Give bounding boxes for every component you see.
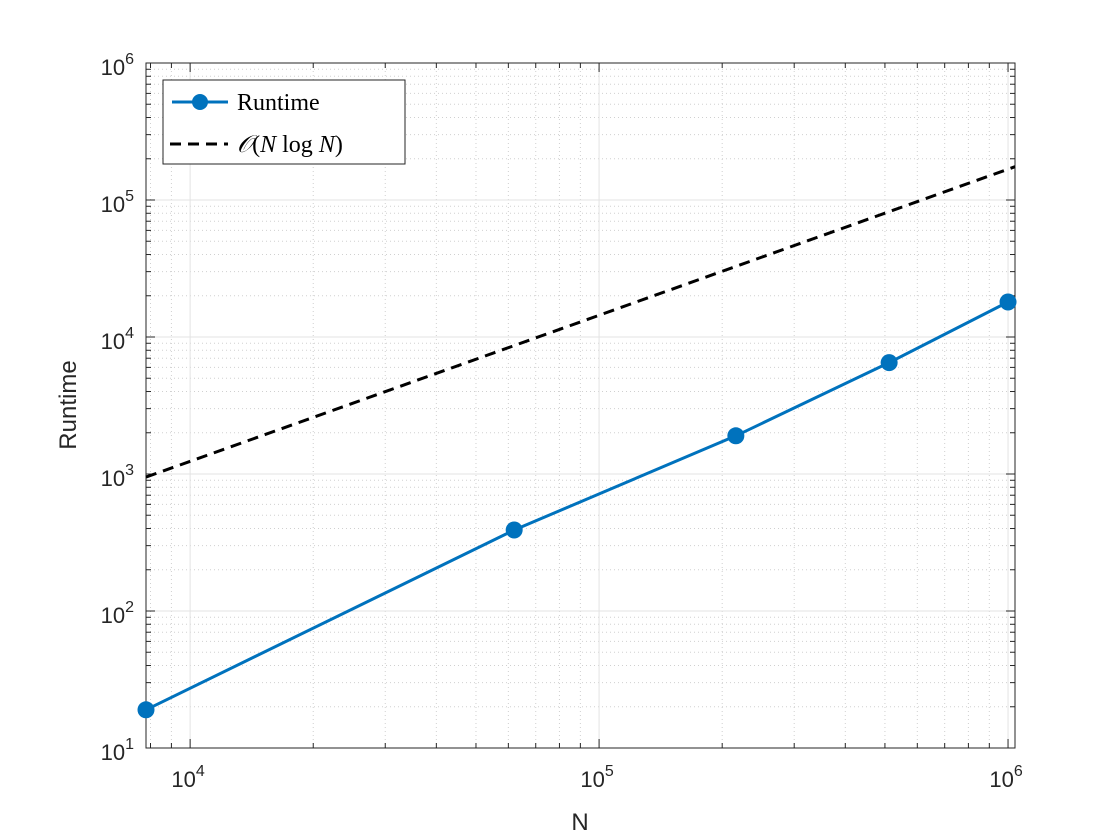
y-axis-title: Runtime (55, 360, 82, 449)
legend-marker-runtime (192, 94, 208, 110)
x-tick-label: 105 (580, 763, 613, 792)
data-point (137, 701, 155, 719)
legend-label-runtime: Runtime (237, 90, 320, 116)
series-layer (137, 165, 1017, 719)
y-tick-label: 104 (101, 325, 134, 354)
x-tick-labels: 104 105 106 (171, 763, 1022, 792)
legend: Runtime 𝒪(N log N) (162, 79, 406, 165)
y-tick-labels: 101 102 103 104 105 106 (101, 51, 134, 765)
y-tick-label: 102 (101, 599, 134, 628)
minor-ticks (146, 63, 1015, 748)
y-tick-label: 101 (101, 736, 134, 765)
data-point (727, 427, 745, 445)
data-point (505, 521, 523, 539)
x-tick-label: 106 (989, 763, 1022, 792)
data-point (999, 293, 1017, 311)
data-point (880, 354, 898, 372)
x-tick-label: 104 (171, 763, 204, 792)
plot-area (146, 63, 1015, 748)
y-tick-label: 106 (101, 51, 134, 80)
legend-box (162, 79, 406, 165)
series-line-1 (145, 165, 1016, 479)
legend-label-nlogn: 𝒪(N log N) (237, 132, 343, 158)
major-ticks (146, 62, 1015, 749)
y-tick-label: 105 (101, 188, 134, 217)
x-axis-title: N (571, 809, 588, 836)
y-tick-label: 103 (101, 462, 134, 491)
